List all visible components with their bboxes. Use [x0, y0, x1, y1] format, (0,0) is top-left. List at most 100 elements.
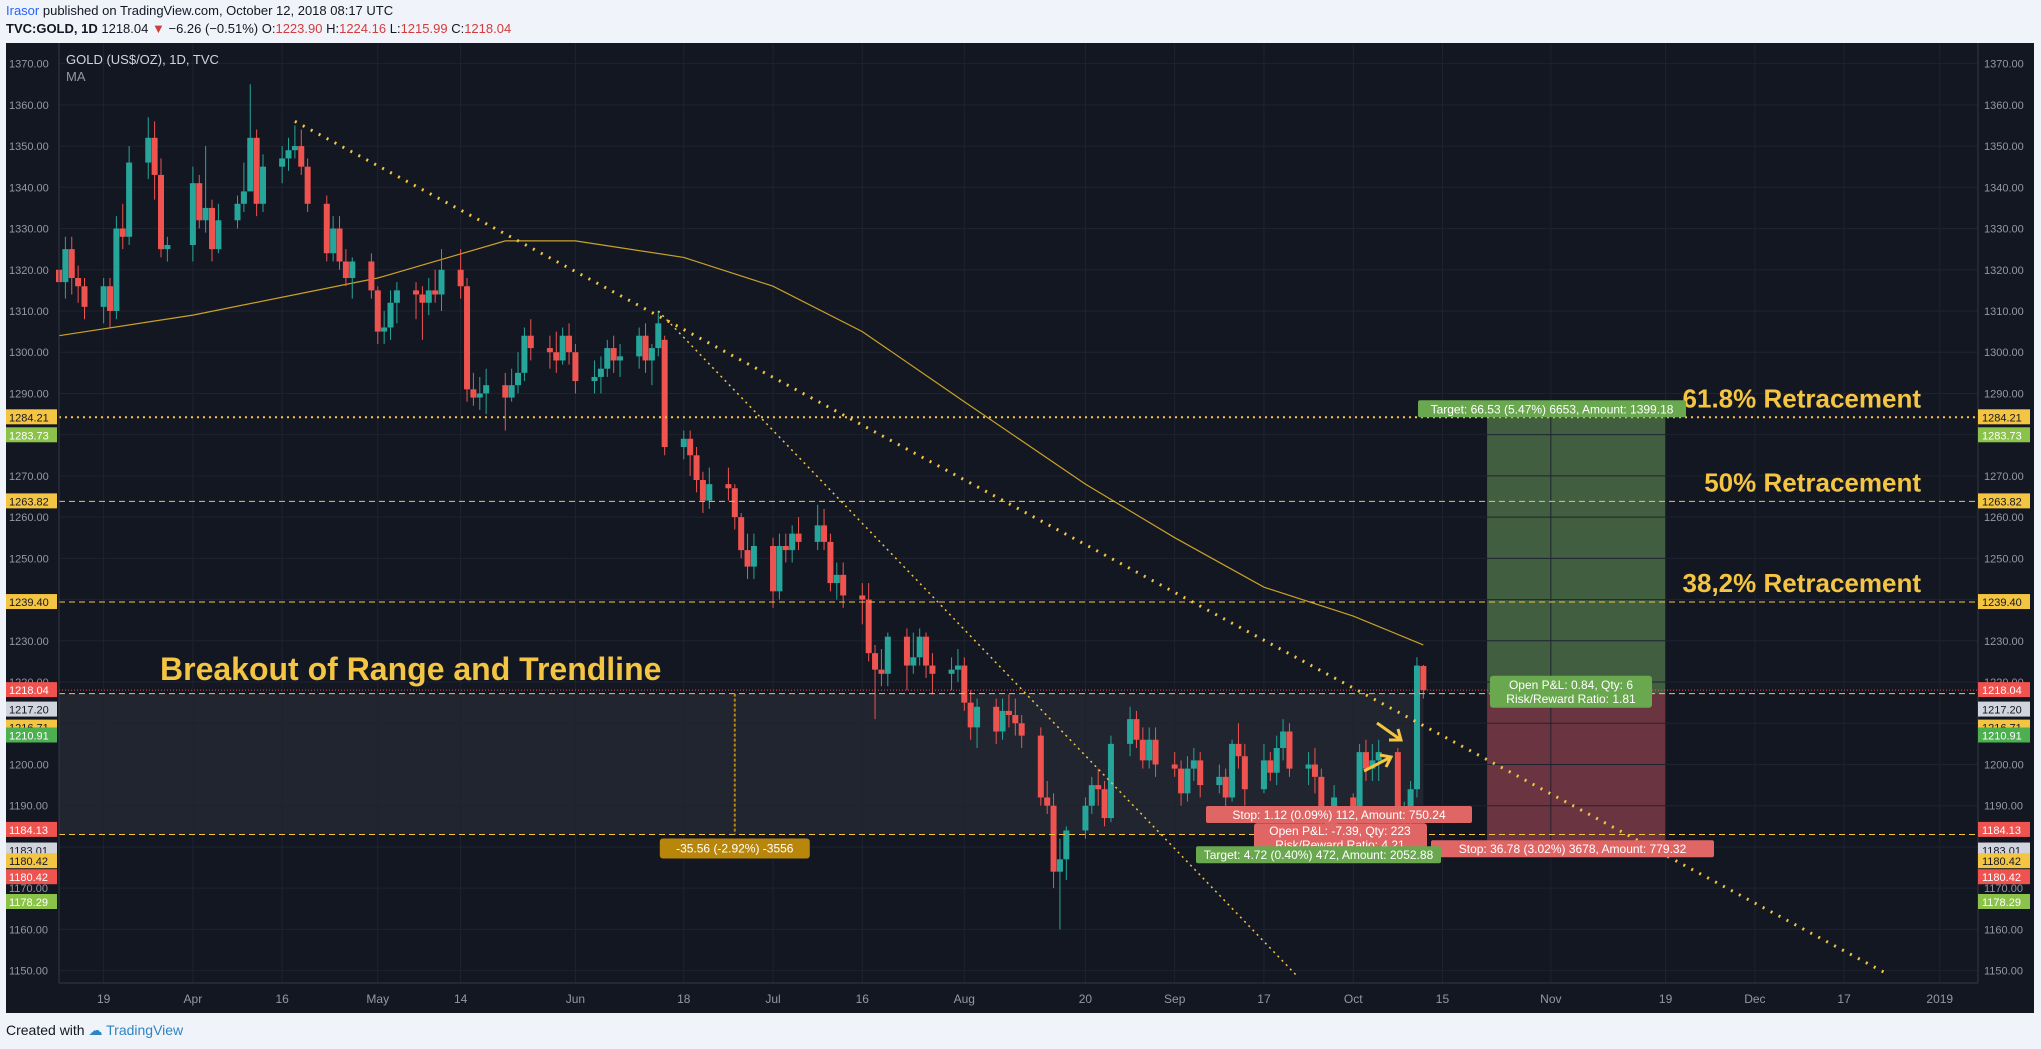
y-tick-label-right: 1340.00 — [1984, 182, 2024, 194]
breakout-annotation: Breakout of Range and Trendline — [160, 651, 661, 687]
candle-body — [865, 599, 872, 654]
candle-body — [62, 249, 69, 283]
candle-body — [158, 174, 165, 250]
candle-body — [1101, 789, 1108, 819]
candle-body — [910, 657, 917, 666]
candle-body — [878, 669, 885, 674]
price-tag-left — [6, 594, 57, 610]
candle-body — [502, 385, 509, 398]
candle-body — [859, 595, 866, 600]
candle-body — [1005, 710, 1012, 716]
low-label: L: — [389, 21, 401, 36]
candle-body — [126, 162, 133, 237]
candle-body — [1413, 665, 1420, 790]
candle-body — [68, 249, 75, 278]
candle-body — [253, 137, 260, 204]
short-pnl-label: Open P&L: -7.39, Qty: 223 — [1269, 824, 1411, 838]
candle-body — [954, 665, 961, 670]
candle-body — [464, 286, 471, 390]
candle-body — [1222, 776, 1229, 798]
y-tick-label-left: 1260.00 — [9, 512, 49, 524]
price-tag-left — [6, 493, 57, 509]
candle-body — [336, 228, 343, 262]
long-target-zone — [1487, 417, 1666, 694]
candle-body — [234, 203, 241, 221]
y-tick-label-left: 1270.00 — [9, 471, 49, 483]
open-value: 1223.90 — [275, 21, 323, 36]
candle-body — [974, 706, 981, 728]
candle-body — [438, 269, 445, 295]
price-tag-right-text: 1284.21 — [1982, 412, 2022, 424]
candle-body — [1318, 776, 1325, 814]
candle-body — [884, 636, 891, 674]
price-tag-right — [1978, 869, 2030, 885]
x-tick-label: 17 — [1837, 992, 1851, 1006]
candle-body — [1133, 719, 1140, 740]
price-change: −6.26 (−0.51%) — [168, 21, 259, 36]
candle-body — [457, 269, 464, 287]
long-pnl-box — [1490, 675, 1652, 708]
y-tick-label-left: 1330.00 — [9, 224, 49, 236]
x-tick-label: 20 — [1079, 992, 1093, 1006]
price-tag-left-text: 1218.04 — [9, 685, 49, 697]
candle-body — [617, 356, 624, 361]
price-tag-right — [1978, 701, 2030, 717]
x-tick-label: Apr — [184, 992, 203, 1006]
candle-body — [425, 290, 432, 303]
author-link[interactable]: Irasor — [6, 3, 40, 18]
price-chart[interactable]: 1150.00 1150.00 1160.00 1160.00 1170.00 1170.… — [6, 43, 2034, 1013]
y-tick-label-right: 1190.00 — [1984, 801, 2023, 813]
price-tag-left — [6, 869, 57, 885]
x-tick-label: 2019 — [1926, 992, 1953, 1006]
candle-body — [1012, 715, 1019, 724]
y-tick-label-left: 1170.00 — [9, 883, 48, 895]
candle-body — [597, 368, 604, 377]
candle-body — [699, 480, 706, 501]
x-tick-label: 19 — [1659, 992, 1673, 1006]
y-tick-label-right: 1250.00 — [1984, 553, 2024, 565]
price-tag-left — [6, 701, 57, 717]
candle-body — [323, 203, 330, 254]
price-tag-left — [6, 727, 57, 743]
candle-body — [1107, 743, 1114, 819]
candle-body — [387, 302, 394, 328]
symbol-label: TVC:GOLD, 1D — [6, 21, 98, 36]
candle-body — [393, 290, 400, 303]
candle-body — [642, 335, 649, 361]
chart-title: GOLD (US$/OZ), 1D, TVC — [66, 52, 219, 67]
candle-body — [961, 665, 968, 703]
candle-body — [81, 286, 88, 307]
price-tag-right-text: 1180.42 — [1982, 872, 2021, 884]
price-tag-left-text: 1283.73 — [9, 430, 49, 442]
candle-body — [1190, 760, 1197, 769]
short-pnl-box — [1254, 823, 1427, 854]
candle-body — [1369, 760, 1376, 769]
candle-body — [202, 207, 209, 221]
candle-body — [725, 484, 732, 489]
x-tick-label: 14 — [454, 992, 468, 1006]
price-tag-right — [1978, 493, 2030, 509]
price-tag-right — [1978, 893, 2030, 909]
y-tick-label-left: 1190.00 — [9, 801, 48, 813]
short-stop-label-box — [1206, 805, 1472, 823]
tradingview-link[interactable]: TradingView — [106, 1022, 184, 1038]
price-tag-left-text: 1180.42 — [9, 856, 48, 868]
x-tick-label: Dec — [1744, 992, 1765, 1006]
candle-body — [1082, 805, 1089, 831]
candle-body — [1350, 797, 1357, 810]
price-tag-left-text: 1217.20 — [9, 705, 49, 717]
y-tick-label-right: 1260.00 — [1984, 512, 2024, 524]
candle-body — [470, 389, 477, 398]
y-tick-label-left: 1360.00 — [9, 100, 49, 112]
price-tag-left-text: 1263.82 — [9, 496, 49, 508]
long-stop-label: Stop: 36.78 (3.02%) 3678, Amount: 779.32 — [1459, 842, 1687, 856]
candle-body — [298, 146, 305, 167]
candle-body — [330, 228, 337, 254]
candle-body — [553, 352, 560, 361]
x-tick-label: Nov — [1540, 992, 1561, 1006]
price-tag-right — [1978, 409, 2030, 425]
candle-body — [1260, 760, 1267, 790]
candle-body — [776, 545, 783, 592]
candle-body — [1139, 739, 1146, 761]
candle-body — [240, 191, 247, 204]
